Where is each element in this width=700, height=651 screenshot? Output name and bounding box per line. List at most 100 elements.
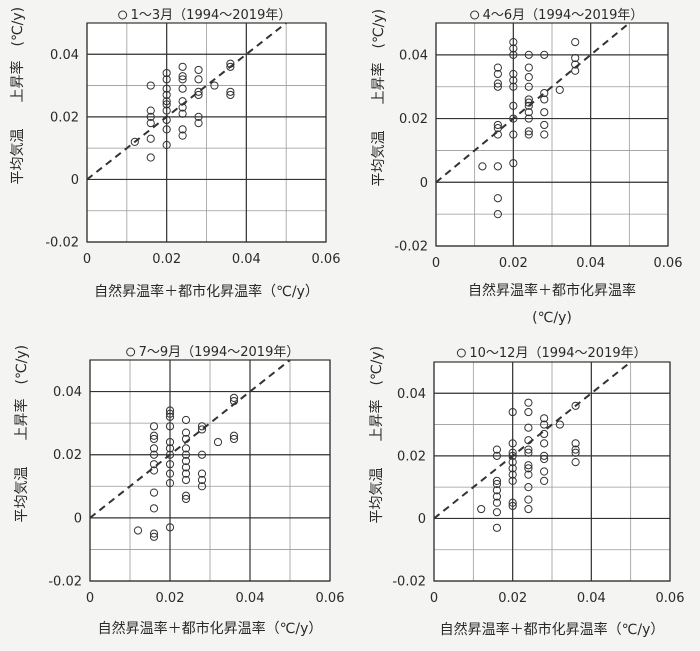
data-point <box>540 439 549 448</box>
x-tick-label: 0 <box>86 591 94 606</box>
x-axis-label: 自然昇温率＋都市化昇温率（℃/y） <box>94 283 319 300</box>
data-point <box>165 444 175 453</box>
y-tick-label: -0.02 <box>48 575 82 590</box>
x-tick-label: 0.04 <box>236 591 265 606</box>
data-point <box>165 406 175 415</box>
data-point <box>181 444 191 453</box>
data-point <box>181 434 191 444</box>
y-tick-label: 0.02 <box>399 112 428 127</box>
data-point <box>197 450 207 459</box>
data-point <box>493 124 502 133</box>
data-point <box>213 437 223 447</box>
data-point <box>149 444 159 453</box>
chart-panel-4: 0 0.02 0.04 0.06 -0.02 0 0.02 0.04 10～12月（1994～2… <box>368 346 684 638</box>
data-point <box>162 68 171 78</box>
data-point <box>540 429 549 439</box>
data-point <box>146 106 155 115</box>
data-point <box>229 393 239 402</box>
data-point <box>162 140 171 150</box>
x-tick-label: 0.06 <box>656 591 685 606</box>
data-point <box>509 114 518 123</box>
x-tick-label: 0 <box>432 256 440 271</box>
data-point <box>524 495 533 504</box>
data-point <box>540 467 549 476</box>
y-tick-label: 0.02 <box>50 110 79 125</box>
chart-title: 1～3月（1994～2019年） <box>131 8 292 23</box>
data-point <box>178 62 187 71</box>
reference-line-y-equals-x <box>89 359 291 519</box>
data-point <box>197 425 207 434</box>
data-point <box>165 523 175 532</box>
data-point <box>165 450 175 459</box>
data-point <box>197 482 207 491</box>
data-point <box>149 431 159 440</box>
data-point <box>524 101 533 110</box>
data-point <box>149 434 159 444</box>
data-point <box>540 120 549 130</box>
data-point <box>524 464 533 473</box>
plot-frame <box>86 22 327 243</box>
data-point <box>165 460 175 469</box>
data-point <box>508 458 517 467</box>
data-point <box>540 130 549 139</box>
data-point <box>571 445 580 454</box>
y-axis-label-top: 上昇率 (℃/y) <box>9 7 26 103</box>
y-axis-label-group: 上昇率 (℃/y) 平均気温 <box>370 9 387 187</box>
data-point <box>540 108 549 117</box>
data-point <box>194 87 203 96</box>
y-axis-label-top: 上昇率 (℃/y) <box>13 345 30 441</box>
data-point <box>524 73 533 82</box>
data-point <box>524 461 533 470</box>
data-point <box>146 134 155 143</box>
data-point <box>165 479 175 488</box>
data-point <box>181 463 191 472</box>
data-point <box>571 66 580 75</box>
data-point <box>133 526 143 535</box>
data-point <box>165 409 175 418</box>
data-point <box>524 423 533 432</box>
y-tick-label: 0 <box>420 176 428 191</box>
data-point <box>162 75 171 84</box>
data-point <box>162 125 171 134</box>
data-point <box>508 407 517 417</box>
data-point <box>162 97 171 106</box>
data-point <box>509 130 518 139</box>
data-point <box>509 44 518 53</box>
data-point <box>509 38 518 47</box>
data-point <box>492 479 502 489</box>
data-point <box>524 82 533 91</box>
data-point <box>524 470 533 479</box>
data-point <box>165 469 175 478</box>
y-tick-label: 0 <box>418 512 426 527</box>
data-point <box>524 398 533 407</box>
data-point <box>524 98 533 107</box>
data-point <box>149 504 159 513</box>
data-point <box>178 125 187 134</box>
y-axis-label-bottom: 平均気温 <box>369 468 385 524</box>
data-point <box>493 63 502 72</box>
data-point <box>149 529 159 538</box>
data-point <box>178 72 187 81</box>
data-point <box>492 523 502 532</box>
data-point <box>493 210 502 219</box>
data-point <box>509 159 518 168</box>
data-point <box>181 428 191 437</box>
data-point <box>571 53 580 63</box>
data-point <box>181 491 191 500</box>
data-point <box>162 90 171 100</box>
data-point <box>493 194 502 203</box>
data-point <box>540 454 549 464</box>
chart-panel-1: 0 0.02 0.04 0.06 -0.02 0 0.02 0.04 1～3月（1994～201… <box>9 7 340 300</box>
data-point <box>509 50 518 59</box>
data-point <box>178 75 187 84</box>
data-point <box>226 62 235 71</box>
data-point <box>226 59 235 68</box>
y-tick-label: 0 <box>74 511 82 526</box>
chart-panel-3: 0 0.02 0.04 0.06 -0.02 0 0.02 0.04 7～9月（1994～201… <box>13 345 344 637</box>
data-point <box>149 460 159 469</box>
x-axis-label: 自然昇温率＋都市化昇温率（℃/y） <box>440 621 665 638</box>
data-point <box>229 434 239 444</box>
data-point <box>508 476 517 485</box>
data-point <box>178 131 187 140</box>
chart-title: 10～12月（1994～2019年） <box>469 346 646 361</box>
